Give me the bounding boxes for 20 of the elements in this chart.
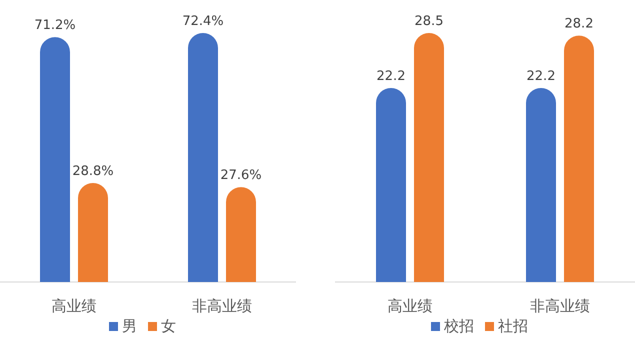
data-label: 72.4% [182,14,224,29]
bar [188,33,218,282]
legend-label: 校招 [443,317,474,335]
x-tick-label: 高业绩 [52,297,96,315]
data-label: 28.2 [564,16,594,32]
data-label: 28.5 [414,14,444,29]
x-tick-label: 非高业绩 [530,297,590,315]
data-label: 22.2 [376,69,406,84]
x-tick-label: 高业绩 [388,297,432,315]
data-label: 27.6% [220,168,262,184]
data-label: 28.8% [72,164,114,179]
data-label: 71.2% [34,18,76,34]
legend-label: 社招 [498,317,528,335]
bar [40,37,70,282]
data-label: 22.2 [526,69,556,84]
legend-label: 男 [122,317,137,335]
bar [78,182,108,282]
bar [226,187,256,282]
x-tick-label: 非高业绩 [192,297,252,315]
legend-label: 女 [161,317,176,335]
